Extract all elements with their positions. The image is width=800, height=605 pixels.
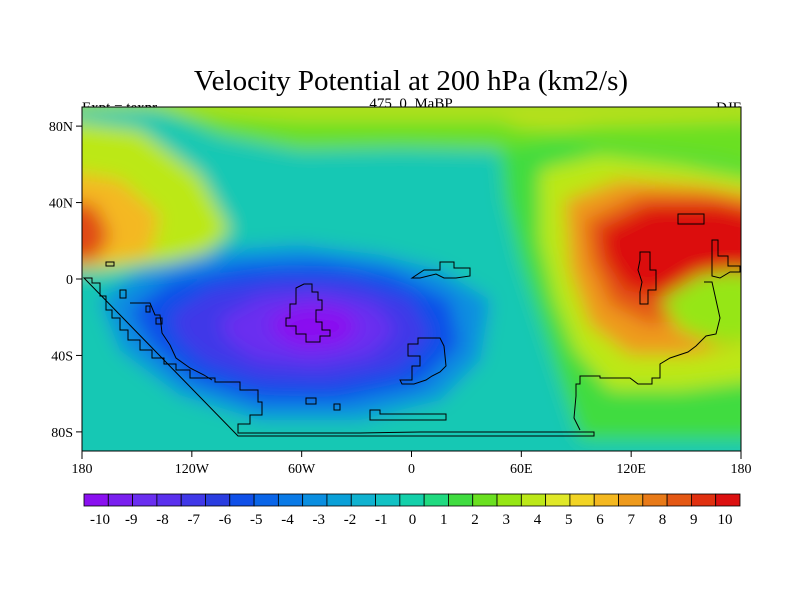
y-tick-label: 80S bbox=[51, 426, 73, 441]
colorbar-level-label: -4 bbox=[281, 512, 294, 528]
colorbar-swatch bbox=[83, 493, 109, 507]
y-axis: 80N 40N 0 40S 80S bbox=[49, 120, 82, 441]
colorbar-level-label: 0 bbox=[409, 512, 417, 528]
contour-band-south-tongue bbox=[660, 270, 741, 345]
y-tick-label: 40N bbox=[49, 197, 73, 212]
colorbar-swatch bbox=[496, 493, 522, 507]
x-tick-label: 120W bbox=[175, 462, 210, 477]
colorbar-level-label: -3 bbox=[313, 512, 326, 528]
chart-title: Velocity Potential at 200 hPa (km2/s) bbox=[194, 65, 628, 97]
x-tick-label: 60W bbox=[288, 462, 316, 477]
colorbar-level-label: -7 bbox=[188, 512, 201, 528]
colorbar-swatch bbox=[520, 493, 547, 507]
contour-band-northwest-red bbox=[82, 203, 110, 262]
colorbar: -10 -9 -8 -7 -6 -5 -4 -3 -2 -1 0 1 2 3 4 5 6 7 8 9 10 bbox=[83, 493, 741, 528]
coastline-central-america bbox=[82, 277, 595, 437]
x-axis: 180 120W 60W 0 60E 120E 180 bbox=[72, 451, 752, 477]
colorbar-level-label: 7 bbox=[628, 512, 636, 528]
contour-band-low-minimum bbox=[270, 305, 360, 348]
coastline-small-island bbox=[305, 397, 341, 411]
colorbar-level-label: 5 bbox=[565, 512, 573, 528]
coastline-antarctic-piece bbox=[369, 409, 447, 421]
colorbar-swatch bbox=[375, 493, 401, 507]
colorbar-swatch bbox=[205, 493, 231, 507]
colorbar-level-label: 2 bbox=[471, 512, 479, 528]
colorbar-level-label: -6 bbox=[219, 512, 232, 528]
colorbar-swatch bbox=[229, 493, 255, 507]
colorbar-swatch bbox=[180, 493, 206, 507]
x-tick-label: 60E bbox=[510, 462, 533, 477]
colorbar-level-label: 9 bbox=[690, 512, 698, 528]
x-tick-label: 180 bbox=[72, 462, 93, 477]
colorbar-swatch bbox=[545, 493, 571, 507]
colorbar-swatch bbox=[448, 493, 474, 507]
colorbar-swatch bbox=[156, 493, 182, 507]
colorbar-swatch bbox=[326, 493, 352, 507]
colorbar-swatch bbox=[350, 493, 376, 507]
x-tick-label: 120E bbox=[616, 462, 646, 477]
colorbar-level-label: 3 bbox=[503, 512, 511, 528]
colorbar-level-label: 8 bbox=[659, 512, 667, 528]
colorbar-level-label: -10 bbox=[90, 512, 110, 528]
colorbar-swatch bbox=[423, 493, 449, 507]
coastline-asia-block bbox=[637, 213, 741, 305]
colorbar-level-label: 4 bbox=[534, 512, 542, 528]
colorbar-level-label: -8 bbox=[156, 512, 169, 528]
colorbar-swatch bbox=[132, 493, 158, 507]
contour-field bbox=[82, 107, 741, 451]
coastline-africa-south bbox=[399, 337, 447, 385]
colorbar-swatch bbox=[277, 493, 304, 507]
coastline-australia bbox=[573, 281, 721, 431]
colorbar-level-label: -9 bbox=[125, 512, 138, 528]
x-tick-label: 180 bbox=[731, 462, 752, 477]
colorbar-swatch bbox=[642, 493, 668, 507]
colorbar-swatch bbox=[399, 493, 425, 507]
colorbar-level-label: 10 bbox=[718, 512, 733, 528]
colorbar-level-label: -2 bbox=[344, 512, 357, 528]
colorbar-swatch bbox=[302, 493, 328, 507]
colorbar-swatch bbox=[715, 493, 741, 507]
coastlines bbox=[82, 213, 741, 437]
x-tick-label: 0 bbox=[408, 462, 415, 477]
colorbar-swatch bbox=[691, 493, 717, 507]
colorbar-level-label: -5 bbox=[250, 512, 263, 528]
y-tick-label: 80N bbox=[49, 120, 73, 135]
coastline-south-america bbox=[130, 302, 213, 381]
colorbar-swatch bbox=[593, 493, 619, 507]
colorbar-swatch bbox=[253, 493, 279, 507]
y-tick-label: 40S bbox=[51, 349, 73, 364]
colorbar-swatch bbox=[666, 493, 692, 507]
colorbar-level-label: -1 bbox=[375, 512, 388, 528]
coastline-africa-mid bbox=[410, 261, 471, 279]
contour-band-north-yellow bbox=[82, 107, 741, 130]
colorbar-level-label: 6 bbox=[596, 512, 604, 528]
colorbar-swatch bbox=[569, 493, 595, 507]
colorbar-level-label: 1 bbox=[440, 512, 448, 528]
colorbar-swatch bbox=[107, 493, 133, 507]
coastline-west-pacific bbox=[105, 261, 163, 325]
y-tick-label: 0 bbox=[66, 273, 73, 288]
coastline-inland-island-a bbox=[285, 283, 331, 343]
colorbar-swatch bbox=[472, 493, 498, 507]
colorbar-swatch bbox=[618, 493, 644, 507]
